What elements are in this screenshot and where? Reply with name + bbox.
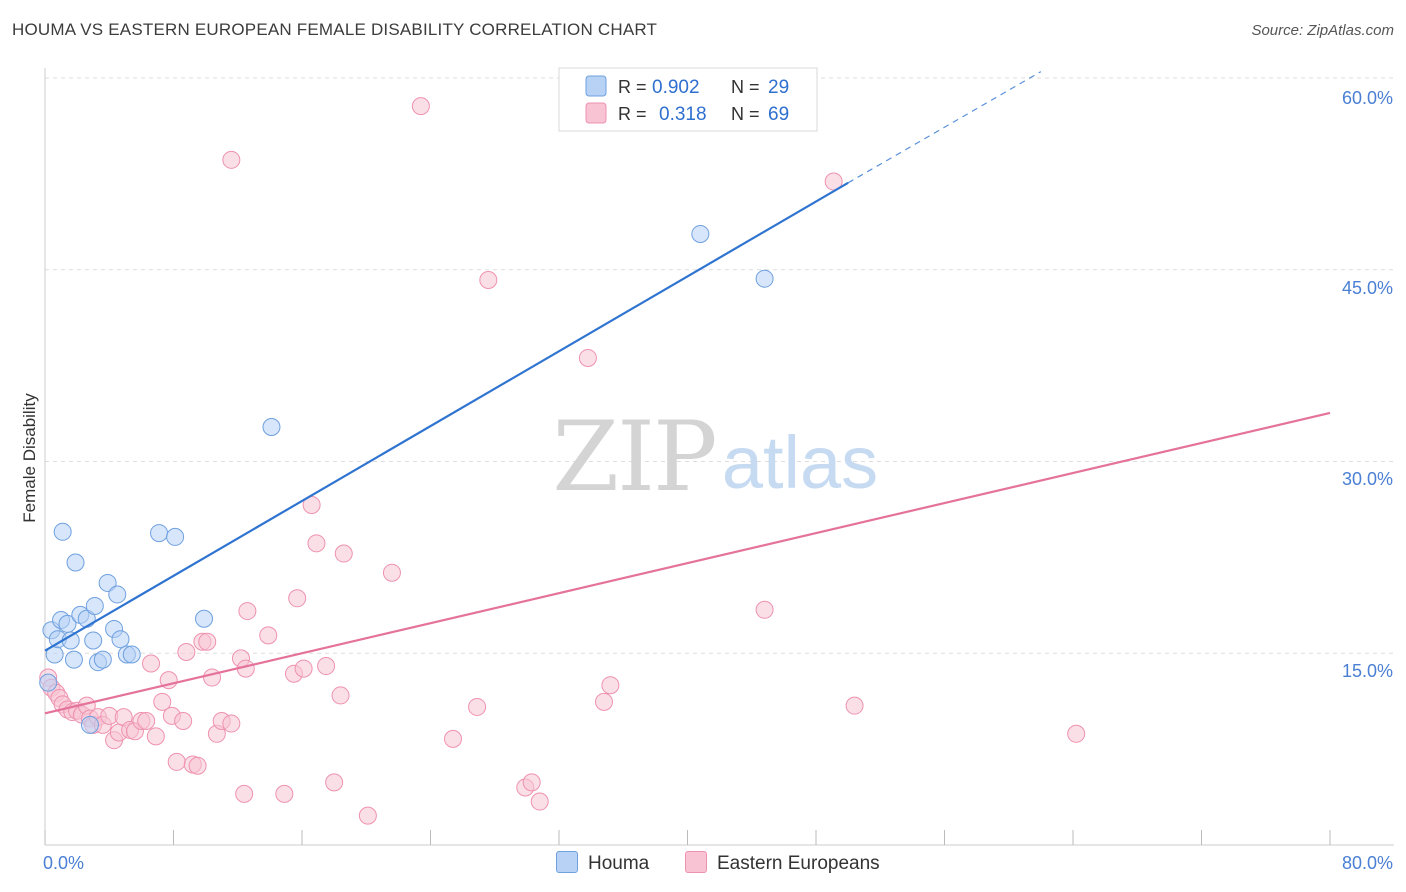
gridlines — [45, 77, 1394, 654]
houma-point — [84, 631, 103, 650]
eastern-europeans-point — [137, 712, 156, 731]
houma-point — [98, 573, 117, 592]
eastern-europeans-point — [235, 784, 254, 803]
y-tick-label: 45.0% — [1342, 278, 1393, 298]
trend-lines — [44, 71, 1331, 715]
eastern-europeans-point — [222, 714, 241, 733]
eastern-europeans-point — [594, 692, 613, 711]
watermark-atlas: atlas — [722, 421, 878, 504]
eastern-europeans-point — [530, 792, 549, 811]
eastern-europeans-point — [325, 773, 344, 792]
eastern-europeans-point — [755, 600, 774, 619]
legend-r-label: R = — [618, 77, 647, 97]
eastern-europeans-point — [845, 696, 864, 715]
eastern-europeans-trend-line — [44, 411, 1331, 715]
eastern-europeans-point — [177, 642, 196, 661]
legend-r-label: R = — [618, 104, 647, 124]
eastern-europeans-point — [146, 727, 165, 746]
houma-point — [150, 524, 169, 543]
legend-n-value: 29 — [768, 77, 789, 98]
y-tick-label: 60.0% — [1342, 88, 1393, 108]
eastern-europeans-point — [331, 686, 350, 705]
eastern-europeans-point — [358, 806, 377, 825]
source-note: Source: ZipAtlas.com — [1251, 22, 1394, 39]
houma-point — [64, 650, 83, 669]
eastern-europeans-point — [238, 602, 257, 621]
x-tick-label-min: 0.0% — [43, 853, 84, 873]
houma-point — [85, 596, 104, 615]
eastern-europeans-point — [275, 784, 294, 803]
axes — [44, 68, 1394, 846]
eastern-europeans-point — [578, 348, 597, 367]
legend-item-eastern-europeans: Eastern Europeans — [685, 851, 880, 875]
houma-point — [80, 715, 99, 734]
x-ticks — [44, 830, 1331, 845]
eastern-europeans-point — [382, 563, 401, 582]
eastern-europeans-point — [479, 270, 498, 289]
eastern-europeans-point — [1067, 724, 1086, 743]
eastern-europeans-point — [142, 654, 161, 673]
houma-point — [755, 269, 774, 288]
legend-n-value: 69 — [768, 104, 789, 125]
houma-point — [39, 673, 58, 692]
eastern-europeans-point — [294, 659, 313, 678]
eastern-europeans-point — [334, 544, 353, 563]
houma-point — [195, 609, 214, 628]
eastern-europeans-point — [411, 97, 430, 116]
legend-item-houma: Houma — [556, 851, 649, 875]
eastern-europeans-point — [153, 692, 172, 711]
houma-trend-line — [44, 181, 849, 652]
y-axis-title: Female Disability — [20, 393, 39, 523]
legend-swatch-houma — [556, 851, 578, 873]
chart-title: HOUMA VS EASTERN EUROPEAN FEMALE DISABIL… — [12, 20, 658, 39]
legend-label-houma: Houma — [588, 853, 650, 874]
y-tick-label: 30.0% — [1342, 469, 1393, 489]
eastern-europeans-point — [188, 756, 207, 775]
legend-stats: R = 0.902 N = 29 R = 0.318 N = 69 — [558, 67, 818, 132]
y-tick-labels: 15.0% 30.0% 45.0% 60.0% — [1342, 88, 1393, 681]
eastern-europeans-point — [259, 626, 278, 645]
legend-swatch-eastern-europeans — [685, 851, 707, 873]
eastern-europeans-point — [167, 752, 186, 771]
houma-point — [111, 630, 130, 649]
houma-point — [166, 527, 185, 546]
legend-swatch-houma — [585, 75, 607, 97]
eastern-europeans-point — [288, 589, 307, 608]
houma-points — [39, 224, 774, 734]
x-tick-label-max: 80.0% — [1342, 853, 1393, 873]
legend-label-eastern-europeans: Eastern Europeans — [717, 853, 880, 874]
watermark-zip: ZIP — [552, 401, 715, 513]
legend-swatch-eastern-europeans — [585, 102, 607, 124]
eastern-europeans-point — [198, 632, 217, 651]
eastern-europeans-point — [203, 668, 222, 687]
houma-point — [53, 522, 72, 541]
legend-r-value: 0.318 — [659, 104, 707, 125]
houma-point — [691, 224, 710, 243]
eastern-europeans-point — [443, 729, 462, 748]
legend-n-label: N = — [731, 104, 760, 124]
houma-point — [262, 417, 281, 436]
houma-point — [108, 585, 127, 604]
y-tick-label: 15.0% — [1342, 661, 1393, 681]
eastern-europeans-point — [468, 697, 487, 716]
watermark: ZIP atlas — [552, 401, 878, 513]
eastern-europeans-point — [307, 534, 326, 553]
eastern-europeans-point — [522, 773, 541, 792]
eastern-europeans-point — [601, 676, 620, 695]
eastern-europeans-point — [174, 712, 193, 731]
houma-point — [66, 553, 85, 572]
eastern-europeans-point — [317, 657, 336, 676]
legend-r-value: 0.902 — [652, 77, 700, 98]
legend-n-label: N = — [731, 77, 760, 97]
houma-point — [93, 650, 112, 669]
houma-point — [122, 645, 141, 664]
houma-trend-extension — [847, 71, 1042, 184]
eastern-europeans-point — [222, 150, 241, 169]
